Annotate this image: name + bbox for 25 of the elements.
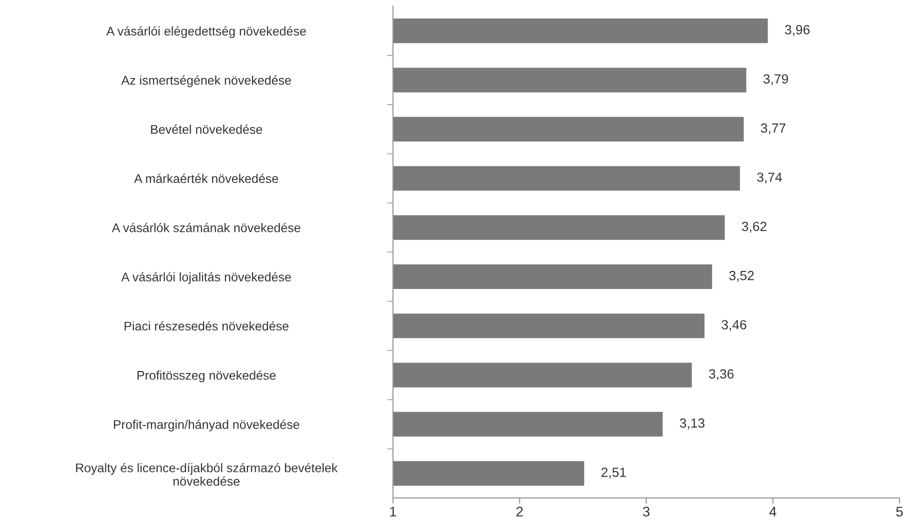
data-label: 3,74 <box>757 172 782 184</box>
data-label: 3,13 <box>680 418 704 430</box>
x-tick-label: 1 <box>390 506 396 516</box>
data-label: 3,96 <box>784 25 810 36</box>
data-label: 3,62 <box>742 222 766 233</box>
y-tick-label: Profitösszeg növekedése <box>138 370 276 382</box>
y-tick-label: Piaci részesedés növekedése <box>124 321 288 331</box>
x-tick-label: 2 <box>516 506 523 516</box>
data-label: 3,36 <box>708 369 734 380</box>
data-label: 3,77 <box>760 123 786 134</box>
data-label: 3,79 <box>763 74 788 86</box>
data-label: 3,52 <box>729 270 754 282</box>
y-tick-label: A márkaérték növekedése <box>134 174 278 184</box>
x-tick-label: 4 <box>769 506 776 516</box>
data-label: 3,46 <box>722 320 746 331</box>
y-tick-label: A vásárlói elégedettség növekedése <box>106 26 306 38</box>
x-tick-label: 5 <box>896 506 903 517</box>
y-tick-label: Bevétel növekedése <box>151 124 262 134</box>
x-tick-label: 3 <box>642 506 650 517</box>
y-tick-label: Az ismertségének növekedése <box>121 75 291 88</box>
y-tick-label: Royalty és licence-díjakból származó bevételek növekedése <box>76 462 338 486</box>
data-label: 2,51 <box>602 468 626 478</box>
y-tick-label: A vásárlók számának növekedése <box>112 222 300 232</box>
y-tick-label: A vásárlói lojalitás növekedése <box>121 272 291 284</box>
y-tick-label: Profit-margin/hányad növekedése <box>114 420 300 432</box>
